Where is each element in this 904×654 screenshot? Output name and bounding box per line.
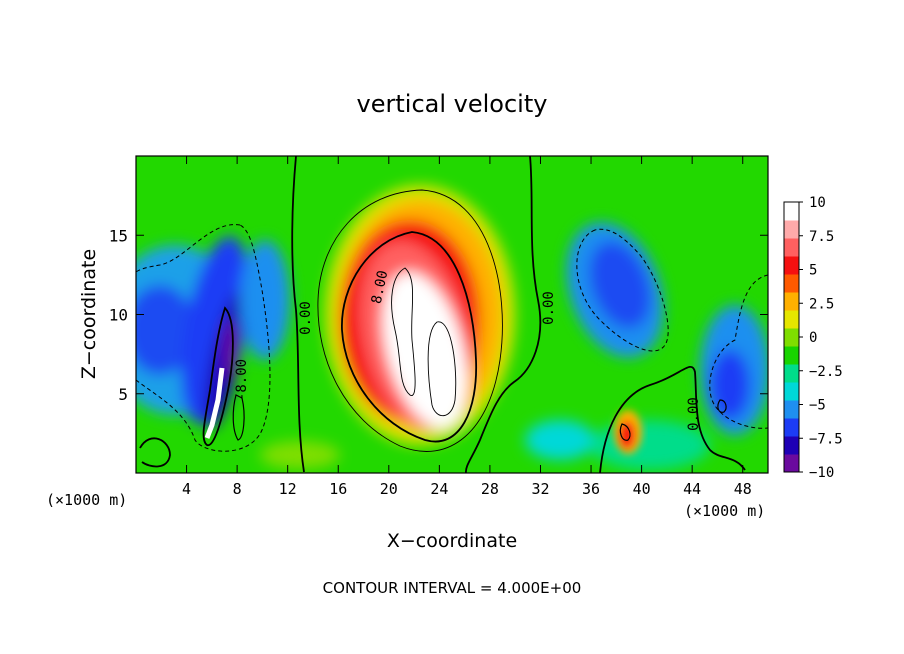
field-streak bbox=[204, 367, 225, 439]
x-tick-label: 12 bbox=[279, 480, 297, 498]
x-tick-label: 28 bbox=[481, 480, 499, 498]
contour-small bbox=[717, 399, 727, 413]
x-axis-title: X−coordinate bbox=[387, 530, 517, 552]
colorbar-swatch bbox=[784, 202, 799, 221]
x-tick-label: 16 bbox=[329, 480, 347, 498]
colorbar-swatch bbox=[784, 364, 799, 383]
x-unit-label-right: (×1000 m) bbox=[684, 502, 765, 520]
colorbar-swatch bbox=[784, 436, 799, 455]
colorbar-tick-label: −2.5 bbox=[809, 364, 843, 380]
colorbar-swatch bbox=[784, 400, 799, 419]
x-tick-label: 44 bbox=[683, 480, 701, 498]
contour-zero bbox=[465, 156, 542, 473]
x-tick-label: 40 bbox=[633, 480, 651, 498]
contour-zero bbox=[139, 437, 171, 468]
x-unit-label-left: (×1000 m) bbox=[46, 491, 127, 509]
x-tick-label: 24 bbox=[430, 480, 448, 498]
colorbar-swatch bbox=[784, 220, 799, 239]
contour-twelve bbox=[427, 321, 457, 417]
x-tick-label: 36 bbox=[582, 480, 600, 498]
contour-neg-four bbox=[576, 228, 669, 352]
contour-label: 8.00 bbox=[369, 269, 392, 305]
x-tick-label: 8 bbox=[233, 480, 242, 498]
colorbar-tick-label: −10 bbox=[809, 465, 834, 481]
contour-small bbox=[619, 423, 631, 441]
x-axis: 4 8 12 16 20 24 28 32 36 40 44 48 bbox=[182, 156, 752, 498]
colorbar-swatch bbox=[784, 418, 799, 437]
velocity-field: 0.00 8.00 0.00 0.00 -8.00 bbox=[136, 156, 768, 473]
colorbar-swatch bbox=[784, 274, 799, 293]
colorbar-swatch bbox=[784, 328, 799, 347]
contour-interval-note: CONTOUR INTERVAL = 4.000E+00 bbox=[323, 579, 582, 597]
colorbar-swatch bbox=[784, 382, 799, 401]
field-blob bbox=[240, 240, 290, 360]
contour-neg-four bbox=[709, 274, 768, 429]
contour-eight bbox=[341, 231, 477, 443]
colorbar-tick-label: 7.5 bbox=[809, 229, 834, 245]
y-axis: 5 10 15 bbox=[109, 226, 768, 404]
contour-label: 0.00 bbox=[686, 397, 702, 431]
x-tick-label: 20 bbox=[380, 480, 398, 498]
contour-label: 0.00 bbox=[541, 291, 557, 325]
colorbar-tick-label: −5 bbox=[809, 398, 826, 414]
field-blob bbox=[619, 421, 635, 449]
y-tick-label: 10 bbox=[109, 306, 128, 325]
field-blob bbox=[710, 350, 750, 420]
colorbar-swatch bbox=[784, 454, 799, 473]
colorbar-tick-label: 5 bbox=[809, 263, 817, 279]
field-blob bbox=[382, 272, 468, 428]
contour-zero bbox=[599, 366, 746, 473]
field-blob bbox=[136, 285, 195, 375]
contour-twelve bbox=[391, 267, 416, 396]
x-tick-label: 48 bbox=[734, 480, 752, 498]
contour-neg-four bbox=[136, 224, 271, 452]
colorbar-swatch bbox=[784, 292, 799, 311]
colorbar: 10 7.5 5 2.5 0 −2.5 −5 −7.5 −10 bbox=[783, 195, 843, 481]
y-tick-label: 15 bbox=[109, 226, 128, 245]
colorbar-swatch bbox=[784, 346, 799, 365]
y-axis-title: Z−coordinate bbox=[78, 249, 100, 379]
field-blob bbox=[525, 420, 595, 460]
field-blob bbox=[589, 241, 651, 329]
contour-label: 0.00 bbox=[298, 301, 314, 335]
x-tick-label: 32 bbox=[531, 480, 549, 498]
contour-four bbox=[317, 189, 503, 452]
chart-title: vertical velocity bbox=[357, 90, 548, 118]
contour-lines bbox=[136, 156, 768, 473]
contour-neg-eight bbox=[232, 394, 245, 441]
contour-label: -8.00 bbox=[234, 359, 250, 401]
field-blob bbox=[260, 441, 340, 469]
y-tick-label: 5 bbox=[118, 385, 128, 404]
colorbar-swatch bbox=[784, 310, 799, 329]
colorbar-tick-label: 2.5 bbox=[809, 296, 834, 312]
colorbar-tick-label: 0 bbox=[809, 330, 817, 346]
contour-neg-eight bbox=[202, 306, 234, 446]
contour-zero bbox=[291, 156, 305, 473]
colorbar-swatch bbox=[784, 256, 799, 275]
x-tick-label: 4 bbox=[182, 480, 191, 498]
colorbar-tick-label: −7.5 bbox=[809, 431, 843, 447]
colorbar-tick-label: 10 bbox=[809, 195, 826, 211]
colorbar-swatch bbox=[784, 238, 799, 257]
